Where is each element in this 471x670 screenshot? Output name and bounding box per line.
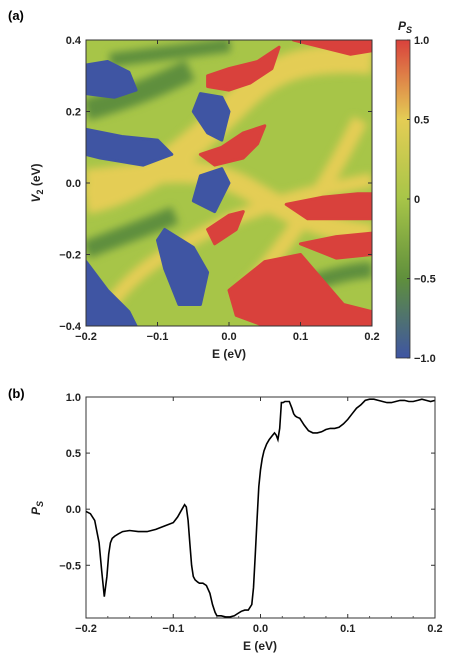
heatmap-y-tick-label: 0.2	[66, 107, 81, 119]
heatmap-x-tick-label: 0.0	[221, 331, 236, 343]
line-y-tick-label: 0.5	[66, 448, 81, 460]
heatmap-y-tick-label: −0.2	[59, 250, 81, 262]
colorbar-tick-label: 0.5	[414, 115, 429, 127]
line-y-tick-label: 0.0	[66, 504, 81, 516]
line-y-axis: 1.0 0.5 0.0 −0.5	[59, 392, 435, 572]
heatmap-region-11	[299, 231, 372, 260]
heatmap-x-axis: −0.2 −0.1 0.0 0.1 0.2	[75, 40, 380, 343]
heatmap-x-tick-label: 0.2	[364, 331, 379, 343]
heatmap-y-label-tail: (eV)	[29, 163, 43, 189]
heatmap-x-tick-label: −0.1	[147, 331, 169, 343]
colorbar-title: PS	[398, 19, 412, 35]
line-x-axis: −0.2 −0.1 0.0 0.1 0.2	[75, 397, 443, 635]
colorbar-tick-label: 0	[414, 194, 420, 206]
line-x-tick-label: −0.1	[162, 623, 184, 635]
heatmap-y-tick-label: −0.4	[59, 321, 82, 333]
heatmap-region-12	[227, 253, 372, 326]
line-y-tick-label: −0.5	[59, 560, 81, 572]
line-x-tick-label: 0.2	[427, 623, 442, 635]
colorbar-title-sub: S	[406, 25, 412, 35]
heatmap-region-4	[86, 260, 138, 326]
panel-b-label: (b)	[8, 386, 25, 401]
line-y-label-sub: S	[35, 501, 45, 507]
line-y-label: PS	[29, 501, 45, 515]
heatmap-region-6	[206, 45, 281, 92]
heatmap-y-label: V2 (eV)	[29, 163, 45, 202]
ps-series-line	[85, 398, 436, 618]
line-x-tick-label: −0.2	[75, 623, 97, 635]
line-x-tick-label: 0.0	[253, 623, 268, 635]
heatmap-y-label-main: V	[29, 194, 43, 203]
heatmap-region-3	[191, 167, 231, 214]
line-x-tick-label: 0.1	[340, 623, 355, 635]
heatmap-region-1	[86, 127, 174, 167]
panel-a-label: (a)	[8, 8, 24, 23]
heatmap-region-7	[291, 40, 372, 56]
colorbar-tick-label: −0.5	[414, 274, 436, 286]
line-y-tick-label: 1.0	[66, 392, 81, 404]
colorbar-tick-label: 1.0	[414, 35, 429, 47]
heatmap-x-tick-label: 0.1	[293, 331, 308, 343]
line-plot-frame	[85, 396, 436, 619]
heatmap-x-tick-label: −0.2	[75, 331, 97, 343]
heatmap-y-tick-label: 0.0	[66, 178, 81, 190]
colorbar-tick-label: −1.0	[414, 353, 436, 365]
heatmap-regions	[86, 40, 372, 326]
heatmap-region-0	[86, 60, 138, 99]
heatmap-region-9	[206, 210, 245, 246]
heatmap-region-10	[284, 192, 372, 221]
heatmap-plot	[86, 40, 372, 326]
heatmap-x-label: E (eV)	[212, 347, 246, 361]
colorbar-ticks: 1.0 0.5 0 −0.5 −1.0	[407, 35, 436, 365]
line-y-label-main: P	[29, 506, 43, 515]
heatmap-region-5	[156, 228, 210, 306]
heatmap-y-label-sub: 2	[35, 189, 45, 194]
heatmap-y-axis: −0.4 −0.2 0.0 0.2 0.4	[59, 35, 372, 333]
heatmap-y-tick-label: 0.4	[66, 35, 82, 47]
colorbar-title-main: P	[398, 19, 407, 33]
heatmap-region-8	[198, 124, 267, 167]
line-x-label: E (eV)	[243, 639, 277, 653]
heatmap-region-2	[191, 92, 231, 142]
